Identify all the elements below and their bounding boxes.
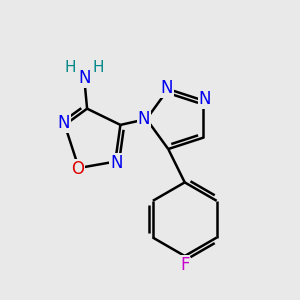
Text: F: F — [180, 256, 190, 274]
Text: H: H — [64, 60, 76, 75]
Text: N: N — [57, 114, 70, 132]
Text: N: N — [138, 110, 150, 128]
Text: N: N — [110, 154, 123, 172]
Text: H: H — [93, 60, 104, 75]
Text: N: N — [78, 69, 90, 87]
Text: N: N — [160, 79, 173, 97]
Text: N: N — [199, 90, 211, 108]
Text: O: O — [71, 160, 84, 178]
